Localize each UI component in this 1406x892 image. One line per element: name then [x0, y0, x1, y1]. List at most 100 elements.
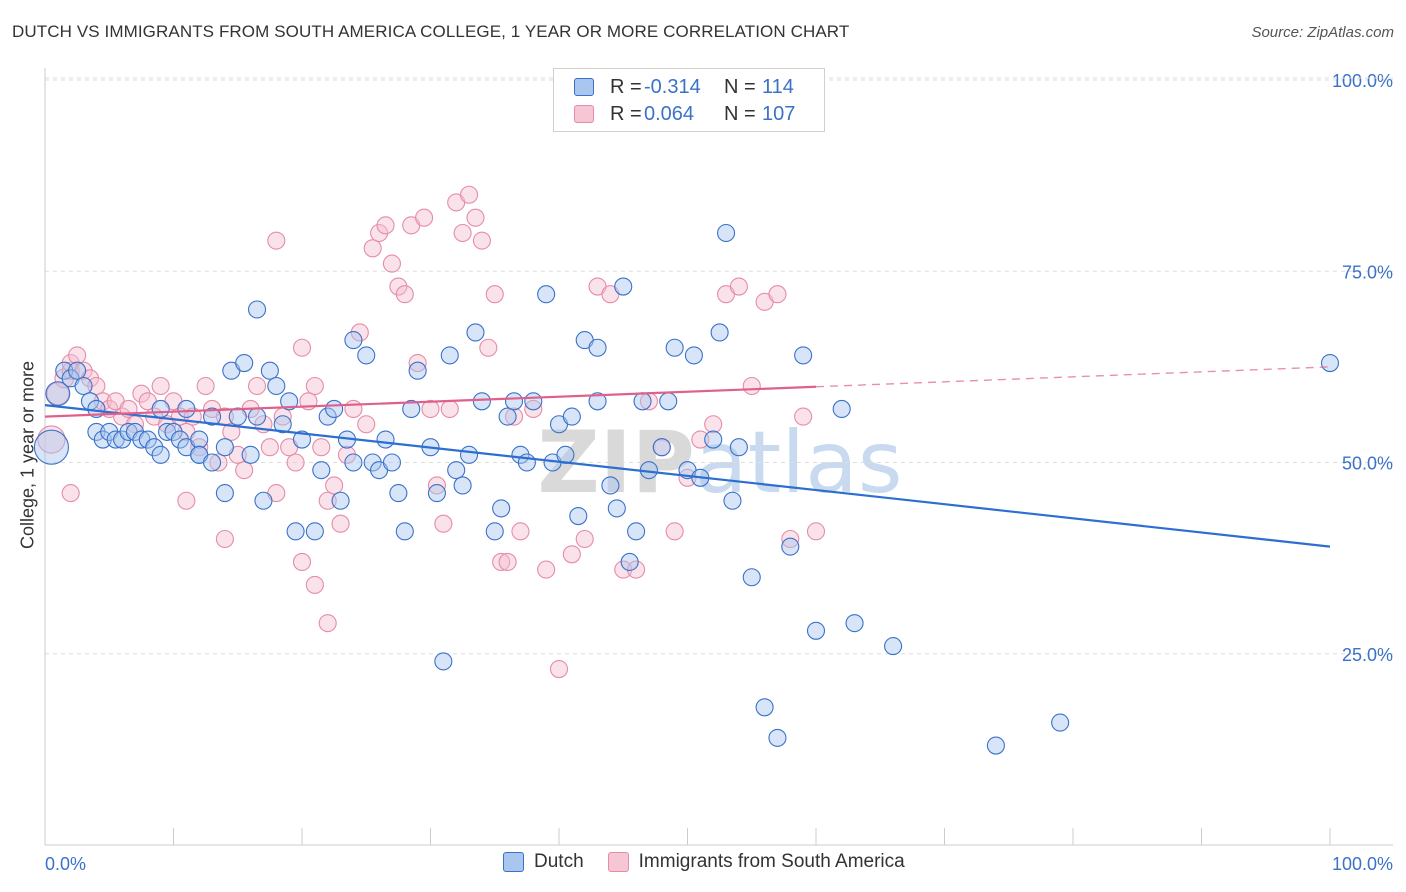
dutch-point [659, 392, 678, 411]
immigrants-point [466, 208, 485, 227]
dutch-point [723, 491, 742, 510]
dutch-point [363, 453, 382, 472]
y-tick-label: 25.0% [1342, 645, 1393, 665]
dutch-point [325, 399, 344, 419]
dutch-point [247, 407, 267, 426]
dutch-point [492, 499, 511, 518]
immigrants-point [292, 552, 312, 572]
immigrants-point [472, 231, 491, 250]
legend-item-dutch[interactable]: Dutch [503, 851, 584, 873]
immigrants-point [350, 323, 369, 342]
dutch-point [68, 361, 87, 380]
n-value-immigrants: 107 [762, 102, 796, 125]
dutch-point [704, 430, 723, 449]
dutch-point [138, 430, 157, 449]
immigrants-point [305, 575, 324, 594]
dutch-point [292, 430, 312, 449]
dutch-point [794, 346, 813, 365]
dutch-point [485, 522, 504, 541]
legend-label-immigrants: Immigrants from South America [638, 851, 905, 872]
source-label: Source: ZipAtlas.com [1251, 24, 1394, 41]
dutch-point [466, 323, 485, 342]
immigrants-point [459, 185, 479, 204]
dutch-point [215, 438, 234, 457]
immigrants-point [93, 392, 112, 411]
dutch-point [614, 277, 633, 296]
dutch-point [151, 399, 170, 419]
dutch-point [524, 392, 543, 411]
immigrants-point [395, 285, 414, 304]
immigrants-point [235, 461, 254, 480]
dutch-point [389, 484, 408, 503]
dutch-point [376, 430, 395, 449]
legend-label-dutch: Dutch [534, 851, 584, 872]
dutch-point [305, 522, 324, 541]
immigrants-point [389, 277, 408, 296]
r-label: R = [610, 75, 642, 98]
immigrants-point [485, 285, 504, 304]
immigrants-point [781, 529, 800, 549]
dutch-point [55, 361, 74, 380]
immigrants-point [286, 453, 305, 472]
immigrants-point [344, 399, 363, 419]
dutch-point [504, 392, 524, 411]
immigrants-point [524, 399, 543, 419]
immigrants-point [434, 514, 453, 533]
immigrants-point [215, 529, 234, 549]
immigrants-point [440, 399, 459, 419]
dutch-point [633, 392, 652, 411]
dutch-point [151, 445, 170, 464]
dutch-point [344, 453, 363, 472]
dutch-point [408, 361, 427, 380]
immigrants-point [177, 491, 196, 510]
immigrants-point [492, 552, 511, 572]
immigrants-point [196, 376, 215, 396]
immigrants-point [370, 223, 389, 243]
dutch-point [710, 323, 729, 342]
immigrants-point [318, 614, 337, 633]
immigrants-point [511, 522, 530, 541]
dutch-point [254, 491, 273, 510]
dutch-swatch [574, 78, 594, 96]
dutch-point [986, 736, 1005, 755]
n-value-dutch: 114 [762, 75, 794, 98]
legend-item-immigrants[interactable]: Immigrants from South America [607, 851, 905, 873]
dutch-point [1320, 353, 1340, 373]
dutch-trend-line [44, 404, 1331, 548]
immigrants-point [312, 438, 331, 457]
stats-row-dutch: R = -0.314 N = 114 [574, 73, 794, 101]
dutch-point [459, 445, 479, 464]
immigrants-point [627, 560, 646, 579]
dutch-point [729, 438, 748, 457]
immigrants-trend-line-extension [815, 366, 1331, 388]
immigrants-point [408, 353, 427, 373]
immigrants-trend-line [44, 385, 817, 418]
immigrants-point [704, 415, 723, 434]
dutch-point [382, 453, 402, 472]
dutch-point [742, 568, 761, 587]
immigrants-point [61, 484, 80, 503]
dutch-point [472, 392, 491, 411]
immigrants-point [325, 476, 344, 495]
n-label: N = [724, 102, 756, 125]
r-label: R = [610, 102, 642, 125]
dutch-point [260, 361, 279, 380]
immigrants-point [562, 545, 581, 564]
immigrants-point [331, 514, 350, 533]
immigrants-point [691, 430, 710, 449]
immigrants-point [575, 529, 594, 549]
dutch-point [74, 376, 93, 396]
dutch-point [601, 476, 620, 495]
dutch-point [190, 430, 209, 449]
y-tick-label: 75.0% [1342, 262, 1393, 282]
immigrants-point [504, 407, 524, 426]
dutch-point [620, 552, 639, 572]
dutch-point [434, 652, 453, 671]
immigrants-point [665, 522, 684, 541]
immigrants-legend-swatch [607, 852, 629, 872]
dutch-point [511, 445, 530, 464]
immigrants-point [794, 407, 813, 426]
dutch-point [177, 399, 196, 419]
immigrants-point [427, 476, 446, 495]
